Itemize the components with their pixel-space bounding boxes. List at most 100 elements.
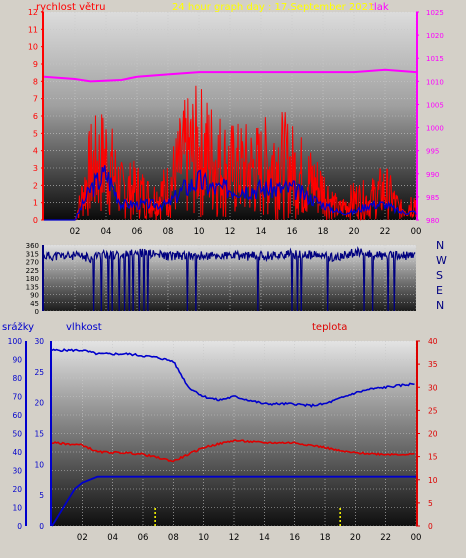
left-tick-label: 1 xyxy=(33,199,38,208)
rain-tick-label: 20 xyxy=(34,399,44,408)
wind-pressure-chart: 02 04 06 08 10 12 14 16 18 20 22 000123456789101112… xyxy=(28,1,444,237)
temperature-line xyxy=(51,439,415,463)
x-tick-label: 06 xyxy=(138,533,149,543)
y-tick-label: 135 xyxy=(26,283,39,291)
rain-tick-label: 15 xyxy=(34,430,44,439)
x-tick-label: 04 xyxy=(107,533,118,543)
rain-line xyxy=(51,475,416,527)
compass-label: N xyxy=(436,299,444,312)
x-tick-label: 20 xyxy=(349,227,360,237)
chart-title: 24 hour graph day : 17.September 2021 xyxy=(172,2,374,13)
rain-tick-label: 25 xyxy=(34,368,44,377)
left-tick-label: 2 xyxy=(33,181,38,190)
y-tick-label: 45 xyxy=(30,300,39,308)
temp-tick-label: 40 xyxy=(428,337,438,346)
y-tick-label: 90 xyxy=(30,292,39,300)
rain-tick-label: 30 xyxy=(34,337,44,346)
rain-tick-label: 5 xyxy=(39,491,44,500)
temp-tick-label: 35 xyxy=(428,360,438,369)
left-tick-label: 10 xyxy=(28,43,38,52)
left-tick-label: 6 xyxy=(33,112,38,121)
x-tick-label: 18 xyxy=(318,227,329,237)
x-tick-label: 04 xyxy=(101,227,112,237)
x-tick-label: 00 xyxy=(411,533,422,543)
compass-label: S xyxy=(436,269,443,282)
x-tick-label: 12 xyxy=(225,227,236,237)
right-tick-label: 1015 xyxy=(426,55,444,63)
left-tick-label: 11 xyxy=(28,25,38,34)
right-tick-label: 995 xyxy=(426,148,439,156)
right-tick-label: 1000 xyxy=(426,125,444,133)
x-tick-label: 08 xyxy=(163,227,174,237)
x-tick-label: 10 xyxy=(198,533,209,543)
x-tick-label: 10 xyxy=(194,227,205,237)
x-tick-label: 14 xyxy=(259,533,270,543)
compass-label: N xyxy=(436,239,444,252)
left-tick-label: 4 xyxy=(33,147,38,156)
temp-tick-label: 15 xyxy=(428,453,438,462)
rain-axis-label: srážky xyxy=(2,321,34,333)
humidity-tick-label: 20 xyxy=(12,485,22,494)
left-tick-label: 12 xyxy=(28,8,38,17)
y-tick-label: 180 xyxy=(26,275,39,283)
x-tick-label: 06 xyxy=(132,227,143,237)
humidity-tick-label: 70 xyxy=(12,393,22,402)
right-axis-label: tlak xyxy=(370,2,389,13)
x-tick-label: 16 xyxy=(287,227,298,237)
humidity-tick-label: 90 xyxy=(12,356,22,365)
x-tick-label: 14 xyxy=(256,227,267,237)
pressure-line xyxy=(43,68,417,83)
humidity-tick-label: 80 xyxy=(12,374,22,383)
left-tick-label: 3 xyxy=(33,164,38,173)
wind-average-line xyxy=(44,165,417,221)
humidity-axis-label: vlhkost xyxy=(66,322,102,333)
x-tick-label: 16 xyxy=(289,533,300,543)
right-tick-label: 1020 xyxy=(426,32,444,40)
x-tick-label: 18 xyxy=(320,533,331,543)
humidity-tick-label: 10 xyxy=(12,504,22,513)
x-tick-label: 12 xyxy=(229,533,240,543)
y-tick-label: 225 xyxy=(26,267,39,275)
left-tick-label: 8 xyxy=(33,77,38,86)
wind-direction-line xyxy=(43,245,416,312)
temp-tick-label: 0 xyxy=(428,522,433,531)
compass-label: W xyxy=(436,254,447,267)
x-tick-label: 02 xyxy=(70,227,81,237)
y-tick-label: 315 xyxy=(26,250,39,258)
humidity-tick-label: 50 xyxy=(12,430,22,439)
temp-tick-label: 25 xyxy=(428,406,438,415)
humidity-tick-label: 0 xyxy=(17,522,22,531)
humidity-tick-label: 60 xyxy=(12,411,22,420)
temp-tick-label: 10 xyxy=(428,476,438,485)
x-tick-label: 22 xyxy=(380,227,391,237)
rain-tick-label: 10 xyxy=(34,460,44,469)
humidity-line xyxy=(51,348,415,408)
compass-label: E xyxy=(436,284,443,297)
x-tick-label: 20 xyxy=(350,533,361,543)
y-tick-label: 360 xyxy=(26,242,39,250)
rain-tick-label: 0 xyxy=(39,522,44,531)
left-tick-label: 5 xyxy=(33,129,38,138)
x-tick-label: 02 xyxy=(77,533,88,543)
left-axis-label: rychlost větru xyxy=(36,1,106,13)
x-tick-label: 08 xyxy=(168,533,179,543)
temp-tick-label: 30 xyxy=(428,383,438,392)
right-tick-label: 1025 xyxy=(426,9,444,17)
right-tick-label: 985 xyxy=(426,194,439,202)
left-tick-label: 0 xyxy=(33,216,38,225)
humidity-tick-label: 100 xyxy=(8,337,23,346)
y-tick-label: 270 xyxy=(26,259,39,267)
right-tick-label: 1010 xyxy=(426,78,444,86)
temp-tick-label: 20 xyxy=(428,430,438,439)
right-tick-label: 990 xyxy=(426,171,439,179)
temp-axis-label: teplota xyxy=(312,322,347,333)
temp-tick-label: 5 xyxy=(428,499,433,508)
left-tick-label: 7 xyxy=(33,95,38,104)
humidity-temp-rain-chart: 02 04 06 08 10 12 14 16 18 20 22 000102030405060708… xyxy=(2,321,438,543)
left-tick-label: 9 xyxy=(33,60,38,69)
x-tick-label: 00 xyxy=(411,227,422,237)
humidity-tick-label: 40 xyxy=(12,448,22,457)
